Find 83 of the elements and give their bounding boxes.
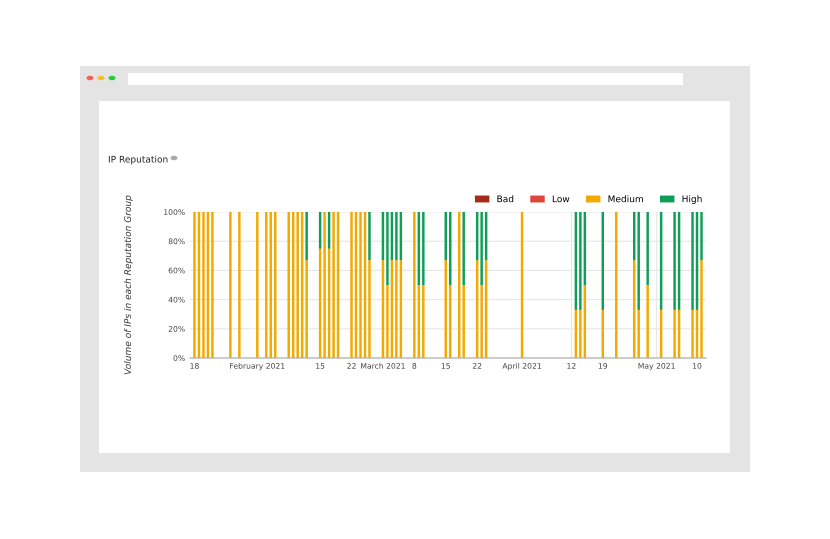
bar bbox=[418, 285, 420, 358]
bar bbox=[476, 260, 478, 358]
bar bbox=[444, 212, 447, 260]
bar bbox=[579, 212, 582, 310]
bar bbox=[579, 310, 582, 358]
bar bbox=[678, 310, 680, 358]
bar bbox=[287, 212, 290, 358]
legend-label: Low bbox=[552, 196, 570, 202]
bar bbox=[422, 285, 425, 358]
bar bbox=[332, 212, 335, 358]
bar bbox=[386, 285, 389, 358]
legend-label: Bad bbox=[497, 195, 514, 202]
legend-label: Medium bbox=[608, 195, 643, 202]
bar bbox=[480, 285, 483, 358]
bar bbox=[660, 310, 662, 358]
bar bbox=[211, 212, 214, 358]
bar bbox=[238, 212, 241, 358]
bar bbox=[615, 212, 618, 358]
bar bbox=[368, 260, 371, 358]
bar bbox=[422, 212, 425, 285]
bar bbox=[296, 212, 299, 358]
bar bbox=[458, 212, 460, 358]
bar bbox=[646, 285, 649, 358]
bar bbox=[418, 212, 420, 285]
bar bbox=[354, 212, 358, 358]
bar bbox=[382, 260, 384, 358]
bar bbox=[368, 212, 371, 260]
bar bbox=[395, 212, 398, 260]
bar bbox=[400, 212, 402, 260]
bar bbox=[632, 212, 636, 260]
bar bbox=[328, 248, 330, 358]
bar bbox=[696, 212, 698, 310]
bar bbox=[198, 212, 200, 358]
bar bbox=[328, 212, 330, 248]
bar bbox=[691, 212, 694, 310]
bar bbox=[305, 260, 308, 358]
bar bbox=[202, 212, 205, 358]
bar bbox=[602, 310, 604, 358]
bar bbox=[395, 260, 398, 358]
bar bbox=[444, 260, 447, 358]
bar bbox=[300, 212, 304, 358]
bar bbox=[206, 212, 210, 358]
bar bbox=[484, 260, 488, 358]
bar bbox=[584, 285, 586, 358]
bar bbox=[584, 212, 586, 285]
bar bbox=[673, 212, 676, 310]
bar bbox=[480, 212, 483, 285]
bar bbox=[574, 212, 578, 310]
bar bbox=[390, 212, 394, 260]
bar bbox=[323, 212, 326, 358]
bar bbox=[574, 310, 578, 358]
bar bbox=[449, 212, 452, 285]
bar bbox=[400, 260, 402, 358]
bar bbox=[386, 212, 389, 285]
bar bbox=[305, 212, 308, 260]
bar bbox=[691, 310, 694, 358]
bar bbox=[646, 212, 649, 285]
bar bbox=[318, 248, 322, 358]
bar bbox=[476, 212, 478, 260]
bar bbox=[637, 212, 640, 310]
bar bbox=[336, 212, 340, 358]
bar bbox=[265, 212, 268, 358]
bar bbox=[678, 212, 680, 310]
chart-title: IP Reputation bbox=[108, 156, 168, 164]
legend-label: High bbox=[682, 195, 702, 204]
bar bbox=[696, 310, 698, 358]
bar bbox=[637, 310, 640, 358]
bar bbox=[602, 212, 604, 310]
bar bbox=[229, 212, 232, 358]
bar bbox=[449, 285, 452, 358]
bar bbox=[462, 212, 465, 285]
bar bbox=[390, 260, 394, 358]
bar bbox=[270, 212, 272, 358]
bar bbox=[673, 310, 676, 358]
bar bbox=[660, 212, 662, 310]
bar bbox=[462, 285, 465, 358]
y-axis-title: Volume of IPs in each Reputation Group bbox=[124, 196, 133, 374]
bar bbox=[318, 212, 322, 248]
bar bbox=[292, 212, 294, 358]
bar bbox=[382, 212, 384, 260]
bar bbox=[484, 212, 488, 260]
bar bbox=[632, 260, 636, 358]
bar bbox=[274, 212, 276, 358]
